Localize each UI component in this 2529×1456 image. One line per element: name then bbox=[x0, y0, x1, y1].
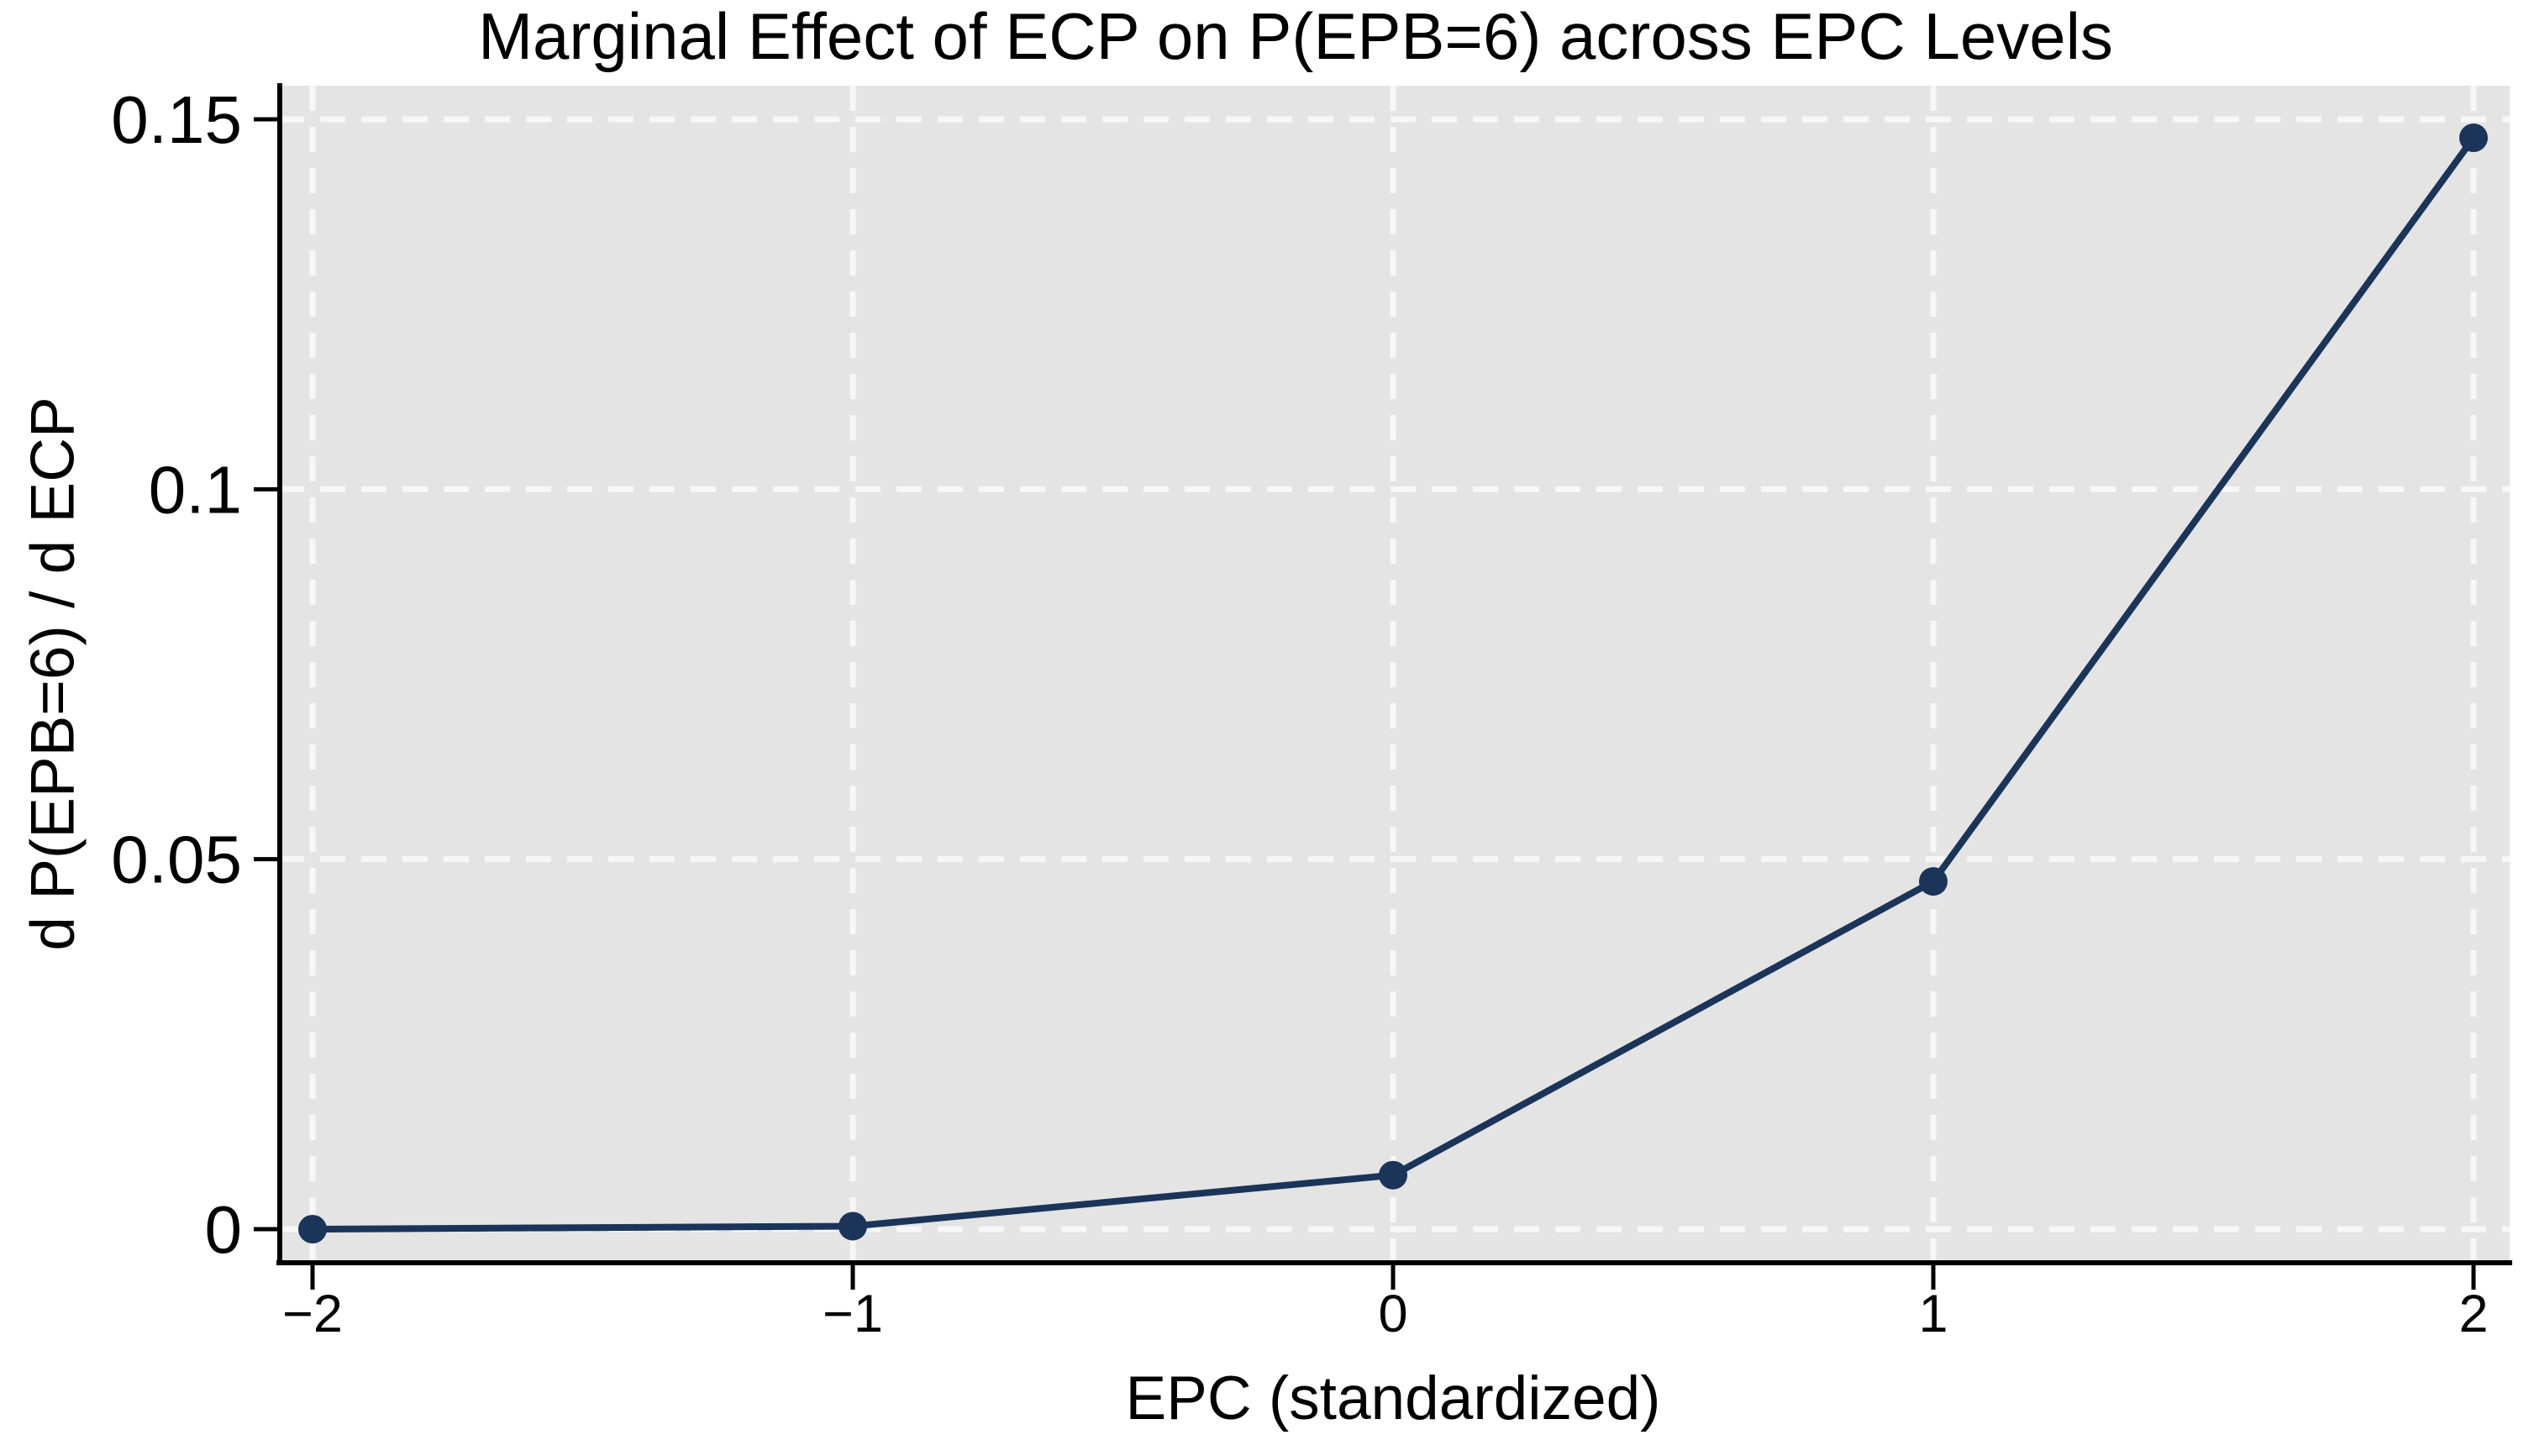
chart-title: Marginal Effect of ECP on P(EPB=6) acros… bbox=[478, 0, 2113, 73]
data-point-marker bbox=[2458, 123, 2488, 152]
y-tick-label: 0.15 bbox=[111, 82, 242, 157]
y-tick-label: 0.05 bbox=[111, 823, 242, 897]
x-tick-label: −2 bbox=[282, 1285, 343, 1343]
x-axis-label: EPC (standardized) bbox=[1125, 1364, 1661, 1432]
y-tick-label: 0 bbox=[205, 1192, 243, 1267]
y-tick-label: 0.1 bbox=[149, 452, 242, 527]
x-tick-label: 2 bbox=[2458, 1285, 2488, 1343]
data-point-marker bbox=[1918, 867, 1948, 896]
x-tick-label: 0 bbox=[1378, 1285, 1407, 1343]
data-point-marker bbox=[838, 1212, 867, 1241]
data-point-marker bbox=[297, 1215, 327, 1244]
x-tick-label: 1 bbox=[1918, 1285, 1948, 1343]
data-point-marker bbox=[1378, 1160, 1407, 1190]
x-tick-label: −1 bbox=[823, 1285, 883, 1343]
